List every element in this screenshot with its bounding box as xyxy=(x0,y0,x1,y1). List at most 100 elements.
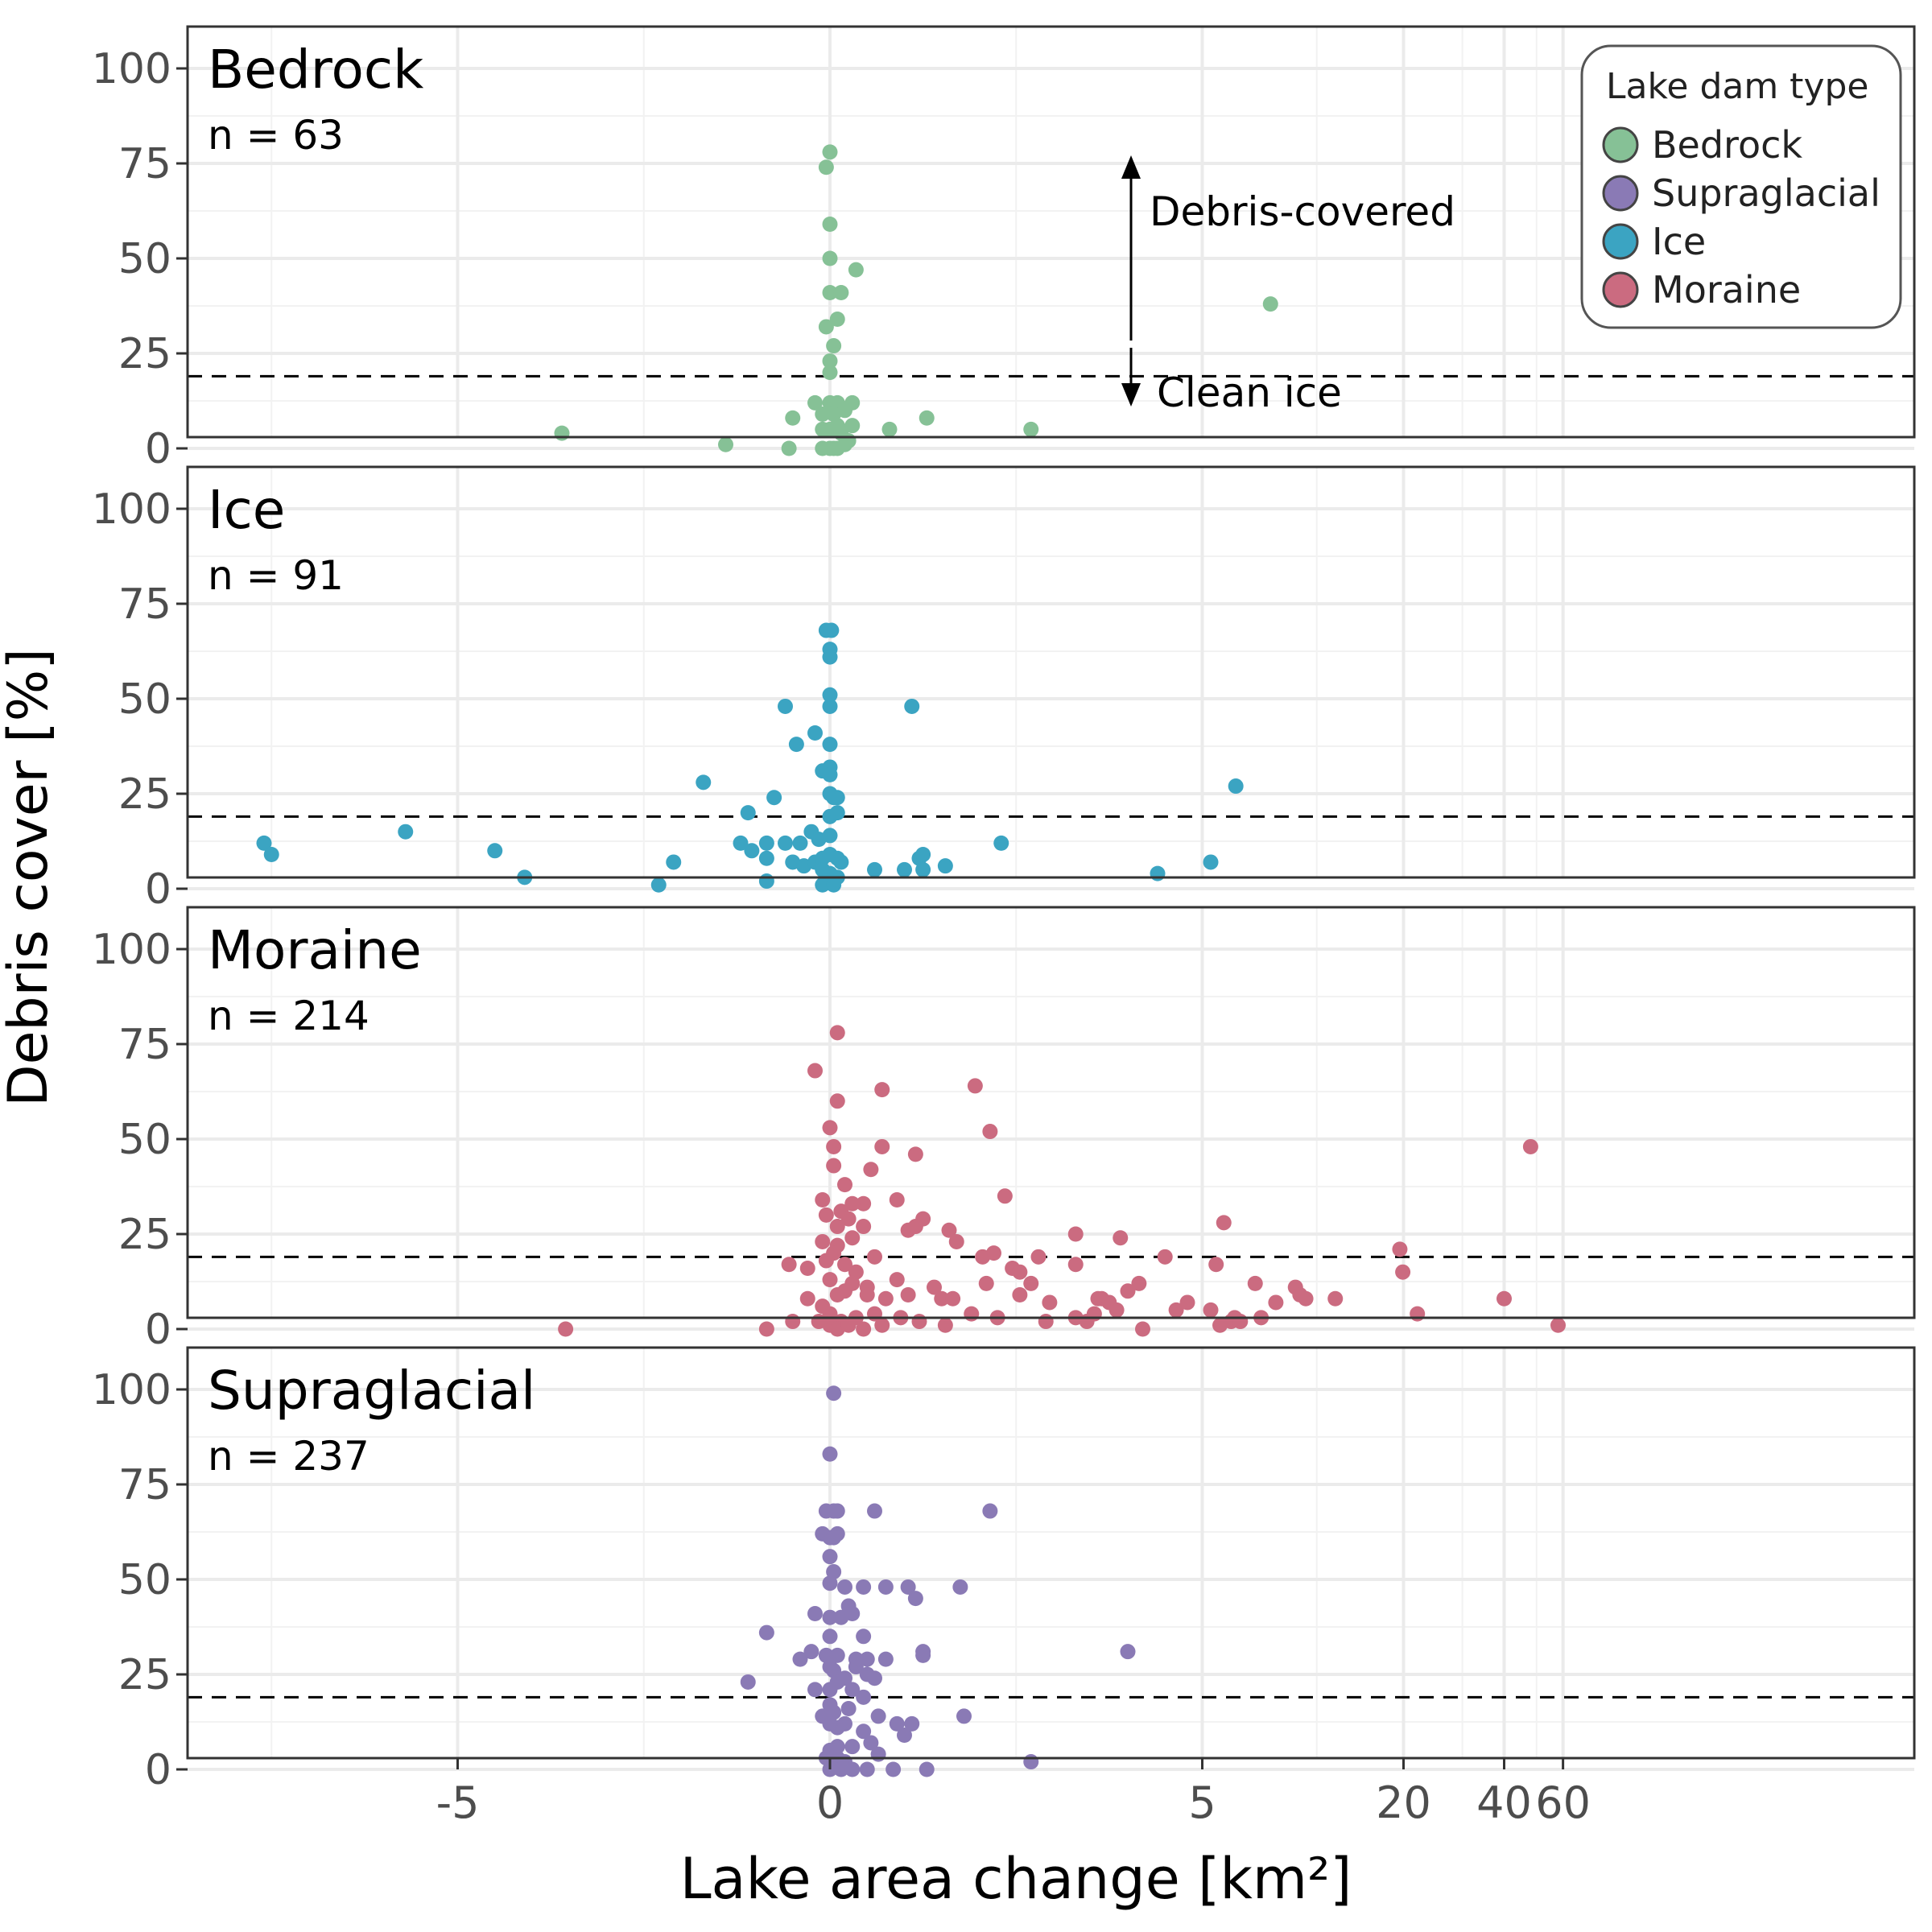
legend-box xyxy=(1580,44,1902,329)
data-point xyxy=(877,1579,894,1595)
data-point xyxy=(997,1188,1013,1204)
data-point xyxy=(856,1629,872,1645)
panel-n-label: n = 214 xyxy=(208,993,369,1039)
data-point xyxy=(856,1219,872,1235)
data-point xyxy=(867,1670,882,1686)
data-point xyxy=(822,687,838,703)
data-point xyxy=(897,861,912,877)
data-point xyxy=(975,1249,991,1265)
x-tick-label: 40 xyxy=(1476,1777,1532,1828)
arrow-down-head-icon xyxy=(1121,383,1141,407)
data-point xyxy=(829,312,845,328)
data-point xyxy=(837,1177,852,1193)
data-point xyxy=(904,1715,920,1732)
panel-border xyxy=(186,1346,1916,1760)
data-point xyxy=(900,1222,916,1238)
data-point xyxy=(1120,1283,1136,1299)
y-tick-label: 75 xyxy=(118,1461,171,1509)
data-point xyxy=(833,854,849,870)
data-point xyxy=(844,1682,861,1698)
data-point xyxy=(1203,854,1219,870)
data-point xyxy=(778,835,793,851)
data-point xyxy=(844,1761,861,1777)
data-point xyxy=(826,1138,842,1154)
data-point xyxy=(915,1644,931,1660)
x-tick-label: 5 xyxy=(1188,1777,1216,1828)
data-point xyxy=(982,1124,998,1140)
data-point xyxy=(1042,1294,1058,1311)
legend-swatch xyxy=(1602,271,1639,308)
data-point xyxy=(897,1728,912,1744)
data-point xyxy=(807,394,823,411)
x-tick-label: 60 xyxy=(1535,1777,1591,1828)
data-point xyxy=(758,1624,774,1641)
data-point xyxy=(792,1651,808,1667)
data-point xyxy=(666,854,682,870)
data-point xyxy=(826,1158,842,1174)
panel-ice: 0 25 50 75 100 Ice n = 91 xyxy=(92,465,1916,914)
data-point xyxy=(826,1385,842,1402)
panel-border xyxy=(186,906,1916,1319)
data-point xyxy=(1327,1290,1344,1307)
data-point xyxy=(900,1579,916,1595)
data-point xyxy=(874,1138,890,1154)
data-point xyxy=(822,250,838,266)
arrow-up-head-icon xyxy=(1121,155,1141,179)
data-point xyxy=(822,649,838,665)
panel-supraglacial: 0 25 50 75 100 Supraglacial n = 237 xyxy=(92,1346,1916,1794)
data-point xyxy=(758,835,774,851)
data-point xyxy=(840,433,857,449)
panel-n-label: n = 237 xyxy=(208,1433,369,1480)
data-point xyxy=(952,1579,968,1595)
panel-title: Moraine xyxy=(208,919,422,981)
data-point xyxy=(978,1275,994,1291)
data-point xyxy=(919,410,935,426)
data-point xyxy=(788,737,804,753)
data-point xyxy=(778,698,793,714)
data-point xyxy=(766,790,782,806)
data-point xyxy=(781,1257,797,1273)
data-point xyxy=(815,1298,831,1315)
y-tick-label: 0 xyxy=(145,1306,171,1354)
data-point xyxy=(822,1549,838,1565)
data-point xyxy=(487,843,503,859)
data-point xyxy=(867,861,882,877)
data-point xyxy=(758,1321,774,1337)
panel-background xyxy=(188,467,1914,877)
data-point xyxy=(915,861,931,877)
y-tick-label: 0 xyxy=(145,865,171,914)
data-point xyxy=(1298,1290,1314,1307)
annotation-clean-ice: Clean ice xyxy=(1157,369,1342,416)
data-point xyxy=(941,1222,957,1238)
data-point xyxy=(744,843,760,859)
data-point xyxy=(829,1219,845,1235)
data-point xyxy=(799,1290,815,1307)
data-point xyxy=(792,835,808,851)
y-tick-label: 50 xyxy=(118,675,171,724)
data-point xyxy=(758,850,774,866)
data-point xyxy=(1023,1754,1039,1770)
data-point xyxy=(822,284,838,300)
data-point xyxy=(1179,1294,1195,1311)
legend-label: Ice xyxy=(1652,220,1706,263)
y-tick-label: 25 xyxy=(118,1211,171,1259)
data-point xyxy=(900,1287,916,1303)
data-point xyxy=(937,858,953,874)
data-point xyxy=(856,1321,872,1337)
data-point xyxy=(815,421,831,437)
data-point xyxy=(915,847,931,863)
data-point xyxy=(844,1605,861,1621)
data-point xyxy=(758,873,774,890)
threshold-annotation: Debris-covered Clean ice xyxy=(1121,155,1455,416)
data-point xyxy=(781,440,797,456)
data-point xyxy=(822,698,838,714)
data-point xyxy=(856,1689,872,1705)
data-point xyxy=(807,1605,823,1621)
data-point xyxy=(718,436,733,452)
data-point xyxy=(886,1761,902,1777)
data-point xyxy=(833,1761,849,1777)
data-point xyxy=(263,847,279,863)
data-point xyxy=(877,1290,894,1307)
data-point xyxy=(934,1290,950,1307)
